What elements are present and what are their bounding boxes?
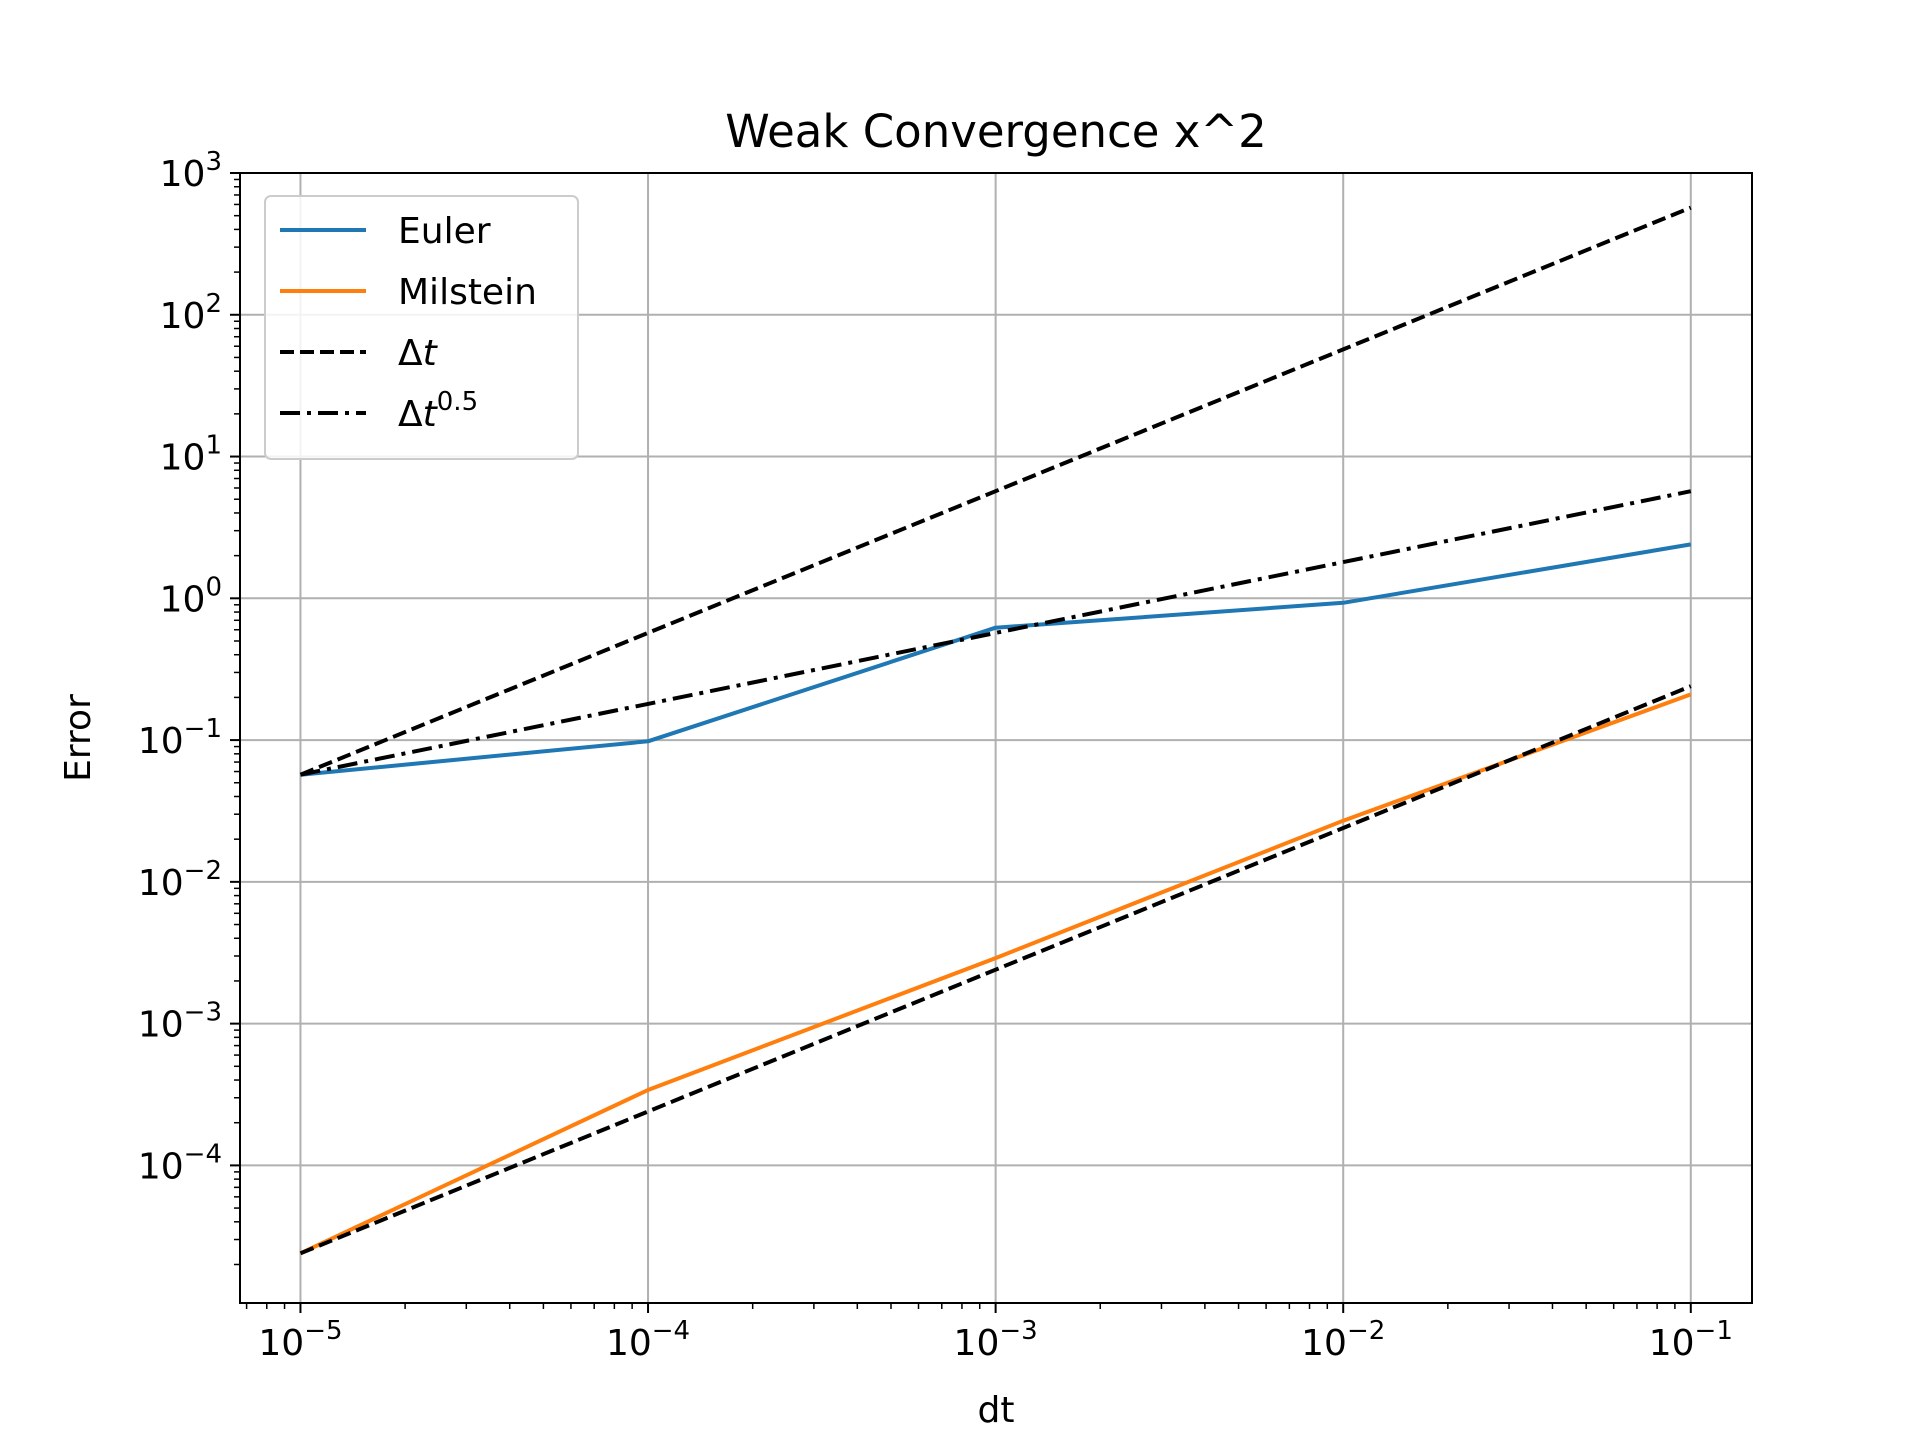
data-point--t bbox=[1341, 347, 1345, 351]
data-point-milstein bbox=[994, 956, 998, 960]
series-line--t-0-5-4 bbox=[300, 489, 1692, 777]
legend-label: Milstein bbox=[398, 272, 537, 313]
data-point-milstein bbox=[646, 1088, 650, 1092]
y-tick-label: 101 bbox=[160, 431, 222, 479]
series-line--t-2 bbox=[299, 205, 1692, 777]
y-tick-label: 102 bbox=[160, 289, 222, 337]
axis-ticks: 10−5 10−4 10−3 10−2 10−1 10−4 10−3 10−2 10−1 100 1… bbox=[138, 147, 1733, 1364]
data-point--t bbox=[1689, 206, 1693, 210]
legend: Euler Milstein Δt Δt0.5 bbox=[264, 195, 579, 460]
data-point--t bbox=[994, 489, 998, 493]
series-line-euler-0 bbox=[300, 542, 1692, 777]
y-axis-label: Error bbox=[58, 694, 99, 782]
x-tick-label: 10−4 bbox=[606, 1316, 690, 1364]
data-point-euler bbox=[646, 739, 650, 743]
legend-label: Euler bbox=[398, 211, 491, 252]
data-point-reference bbox=[1341, 826, 1345, 830]
x-tick-label: 10−5 bbox=[258, 1316, 342, 1364]
plot-lines bbox=[298, 205, 1693, 1256]
x-tick-label: 10−1 bbox=[1649, 1316, 1733, 1364]
chart-title: Weak Convergence x^2 bbox=[725, 105, 1266, 158]
grid bbox=[240, 172, 1752, 1303]
x-axis-label: dt bbox=[978, 1390, 1015, 1431]
x-tick-label: 10−2 bbox=[1301, 1316, 1385, 1364]
y-tick-label: 10−3 bbox=[138, 998, 222, 1046]
data-point-euler bbox=[994, 626, 998, 630]
legend-box bbox=[264, 195, 579, 460]
data-point--t-0-5 bbox=[298, 773, 302, 777]
y-tick-label: 100 bbox=[160, 572, 222, 620]
data-point-milstein bbox=[1689, 692, 1693, 696]
series-line-reference-3 bbox=[299, 684, 1692, 1256]
data-point--t-0-5 bbox=[1689, 489, 1693, 493]
legend-label: Δt0.5 bbox=[398, 387, 478, 435]
data-point--t-0-5 bbox=[646, 702, 650, 706]
x-tick-label: 10−3 bbox=[954, 1316, 1038, 1364]
y-tick-label: 10−2 bbox=[138, 856, 222, 904]
data-point--t-0-5 bbox=[1341, 560, 1345, 564]
y-tick-label: 10−4 bbox=[138, 1139, 222, 1187]
data-point-euler bbox=[1341, 601, 1345, 605]
data-point-reference bbox=[646, 1109, 650, 1113]
data-point-reference bbox=[994, 968, 998, 972]
data-point-euler bbox=[1689, 542, 1693, 546]
y-tick-label: 103 bbox=[160, 147, 222, 195]
data-point-reference bbox=[1689, 684, 1693, 688]
y-tick-label: 10−1 bbox=[138, 714, 222, 762]
data-point-reference bbox=[298, 1251, 302, 1255]
data-point-milstein bbox=[1341, 819, 1345, 823]
legend-label: Δt bbox=[398, 333, 439, 374]
data-point--t bbox=[646, 631, 650, 635]
data-point--t-0-5 bbox=[994, 631, 998, 635]
